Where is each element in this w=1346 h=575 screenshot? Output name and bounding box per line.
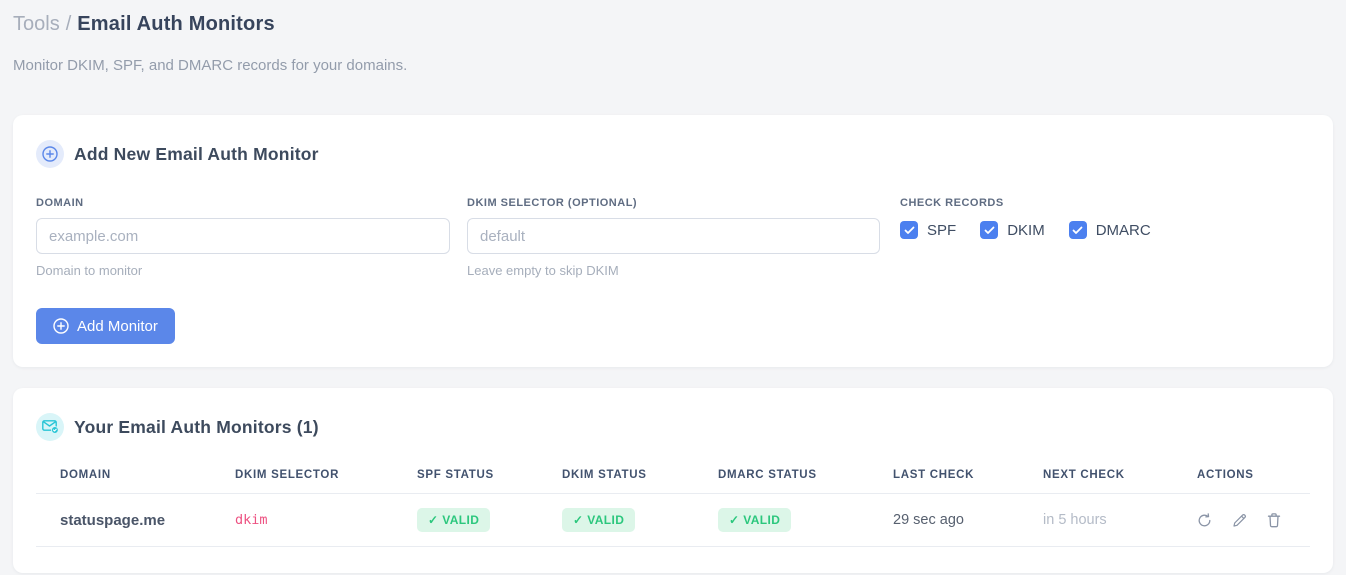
delete-button[interactable]: [1267, 512, 1281, 528]
add-monitor-card: Add New Email Auth Monitor DOMAIN Domain…: [13, 115, 1333, 367]
refresh-button[interactable]: [1197, 512, 1212, 528]
spf-status-badge: ✓ VALID: [417, 508, 491, 532]
dmarc-checkbox-checked-icon[interactable]: [1068, 221, 1087, 239]
dkim-selector-field-helper: Leave empty to skip DKIM: [467, 263, 619, 278]
monitor-next-check: in 5 hours: [1043, 512, 1107, 528]
dkim-checkbox-checked-icon[interactable]: [980, 221, 999, 239]
spf-checkbox-checked-icon[interactable]: [900, 221, 918, 239]
check-records-group: CHECK RECORDS SPF DKIM: [900, 197, 1175, 278]
add-monitor-button-label: Add Monitor: [77, 317, 158, 335]
dmarc-checkbox-label: DMARC: [1095, 221, 1151, 239]
domain-field-group: DOMAIN Domain to monitor: [36, 197, 450, 278]
monitors-card-header: Your Email Auth Monitors (1): [36, 413, 1310, 441]
dmarc-checkbox-item[interactable]: DMARC: [1068, 221, 1151, 239]
mail-check-icon: [36, 413, 64, 441]
column-header-actions: ACTIONS: [1197, 455, 1310, 494]
dkim-checkbox-label: DKIM: [1007, 221, 1045, 239]
column-header-dkim-selector: DKIM SELECTOR: [235, 455, 417, 494]
breadcrumb: Tools / Email Auth Monitors: [13, 10, 1333, 38]
monitors-table: DOMAIN DKIM SELECTOR SPF STATUS DKIM STA…: [36, 455, 1310, 547]
breadcrumb-tools-link[interactable]: Tools: [13, 13, 60, 35]
column-header-spf-status: SPF STATUS: [417, 455, 562, 494]
monitor-dkim-selector: dkim: [235, 512, 268, 528]
monitor-domain: statuspage.me: [60, 511, 166, 529]
page-subtitle: Monitor DKIM, SPF, and DMARC records for…: [13, 57, 408, 74]
add-monitor-card-title: Add New Email Auth Monitor: [74, 143, 319, 164]
add-monitor-card-header: Add New Email Auth Monitor: [36, 140, 1310, 168]
dkim-checkbox-item[interactable]: DKIM: [980, 221, 1045, 239]
table-row: statuspage.me dkim ✓ VALID ✓ VALID ✓ VAL…: [36, 493, 1310, 547]
pencil-icon: [1232, 513, 1247, 528]
spf-checkbox-item[interactable]: SPF: [900, 221, 956, 239]
monitors-table-header: DOMAIN DKIM SELECTOR SPF STATUS DKIM STA…: [36, 455, 1310, 494]
plus-circle-icon: [53, 318, 69, 334]
column-header-next-check: NEXT CHECK: [1043, 455, 1197, 494]
column-header-last-check: LAST CHECK: [893, 455, 1043, 494]
column-header-dmarc-status: DMARC STATUS: [718, 455, 893, 494]
domain-field-helper: Domain to monitor: [36, 263, 143, 278]
dkim-selector-field-label: DKIM SELECTOR (OPTIONAL): [467, 197, 638, 209]
monitors-list-card: Your Email Auth Monitors (1) DOMAIN DKIM…: [13, 388, 1333, 573]
dkim-status-badge: ✓ VALID: [562, 508, 636, 532]
spf-checkbox-label: SPF: [927, 221, 957, 239]
page-title: Email Auth Monitors: [77, 13, 275, 35]
edit-button[interactable]: [1232, 513, 1247, 528]
column-header-dkim-status: DKIM STATUS: [562, 455, 718, 494]
monitors-card-title: Your Email Auth Monitors (1): [74, 416, 319, 437]
domain-field-label: DOMAIN: [36, 197, 84, 209]
monitor-last-check: 29 sec ago: [893, 512, 964, 528]
plus-circle-icon: [36, 140, 64, 168]
add-monitor-button[interactable]: Add Monitor: [36, 308, 175, 344]
domain-input[interactable]: [36, 218, 450, 254]
dmarc-status-badge: ✓ VALID: [718, 508, 792, 532]
column-header-domain: DOMAIN: [36, 455, 235, 494]
check-records-label: CHECK RECORDS: [900, 197, 1004, 209]
trash-icon: [1267, 512, 1281, 528]
dkim-selector-input[interactable]: [467, 218, 880, 254]
breadcrumb-separator: /: [65, 13, 72, 35]
add-monitor-form: DOMAIN Domain to monitor DKIM SELECTOR (…: [36, 197, 1310, 278]
refresh-icon: [1197, 512, 1212, 528]
dkim-selector-field-group: DKIM SELECTOR (OPTIONAL) Leave empty to …: [467, 197, 880, 278]
check-records-options: SPF DKIM DMARC: [900, 221, 1175, 239]
